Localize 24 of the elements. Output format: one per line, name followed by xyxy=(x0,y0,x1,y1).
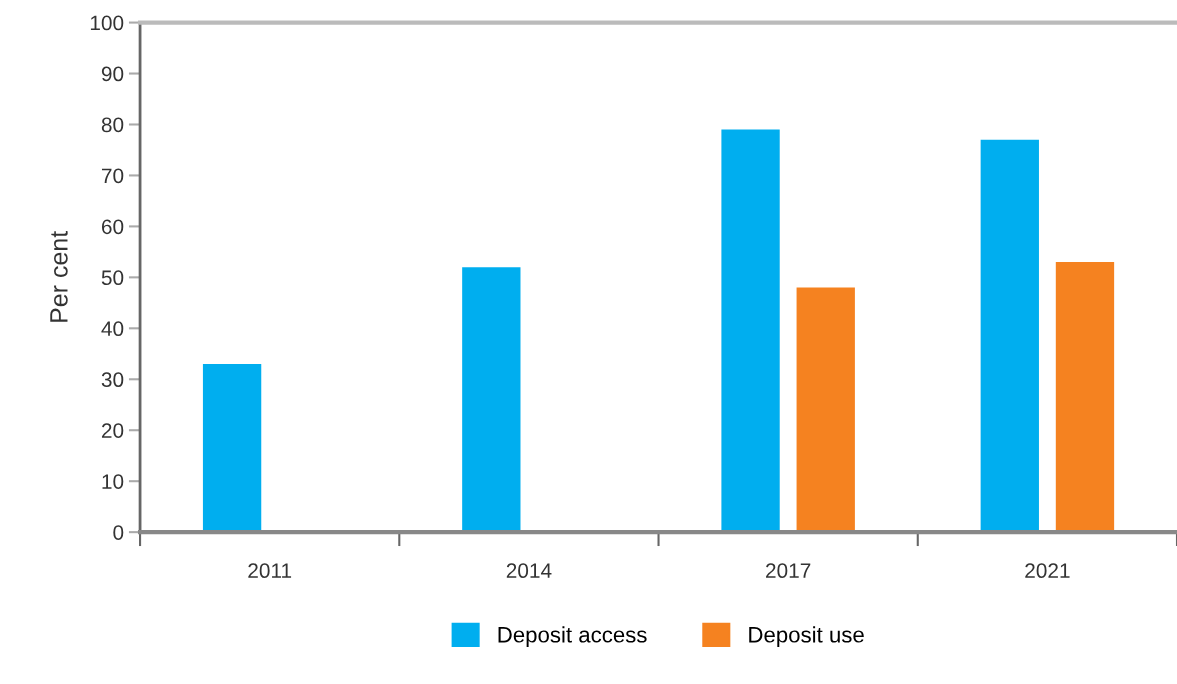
y-tick-label: 90 xyxy=(101,66,124,82)
bar xyxy=(980,139,1039,533)
legend-label: Deposit use xyxy=(749,626,864,647)
y-tick-label: 30 xyxy=(101,372,124,388)
bar xyxy=(202,363,262,533)
x-tick-label: 2021 xyxy=(1025,563,1070,579)
legend-label: Deposit access xyxy=(498,626,647,647)
y-tick-label: 70 xyxy=(101,168,124,184)
y-tick-label: 10 xyxy=(102,474,124,489)
y-tick-label: 20 xyxy=(101,423,124,438)
y-tick-label: 50 xyxy=(101,270,124,286)
bar xyxy=(1055,262,1115,533)
y-tick-label: 80 xyxy=(101,117,124,133)
x-tick-label: 2017 xyxy=(766,563,811,579)
bar xyxy=(721,129,780,533)
y-axis-title: Per cent xyxy=(50,230,68,322)
bar xyxy=(462,267,521,533)
y-tick-label: 60 xyxy=(101,219,124,235)
y-tick-label: 100 xyxy=(90,15,124,31)
y-tick-label: 0 xyxy=(113,525,124,540)
y-tick-label: 40 xyxy=(101,321,124,337)
bar xyxy=(796,287,855,533)
x-tick-label: 2011 xyxy=(248,563,292,579)
x-tick-label: 2014 xyxy=(506,563,552,579)
